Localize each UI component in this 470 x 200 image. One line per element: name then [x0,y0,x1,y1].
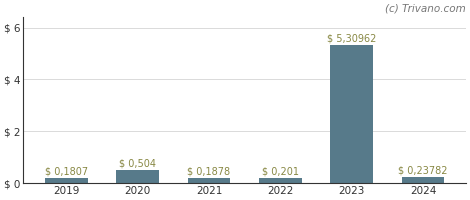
Bar [116,170,159,183]
Bar [45,178,88,183]
Text: $ 0,1807: $ 0,1807 [45,167,88,177]
Bar [330,45,373,183]
Text: $ 0,1878: $ 0,1878 [188,166,230,176]
Text: $ 0,23782: $ 0,23782 [398,165,448,175]
Text: (c) Trivano.com: (c) Trivano.com [385,4,466,14]
Bar [259,178,302,183]
Bar [402,177,445,183]
Text: $ 0,504: $ 0,504 [119,158,156,168]
Bar [188,178,230,183]
Text: $ 0,201: $ 0,201 [262,166,299,176]
Text: $ 5,30962: $ 5,30962 [327,34,376,44]
